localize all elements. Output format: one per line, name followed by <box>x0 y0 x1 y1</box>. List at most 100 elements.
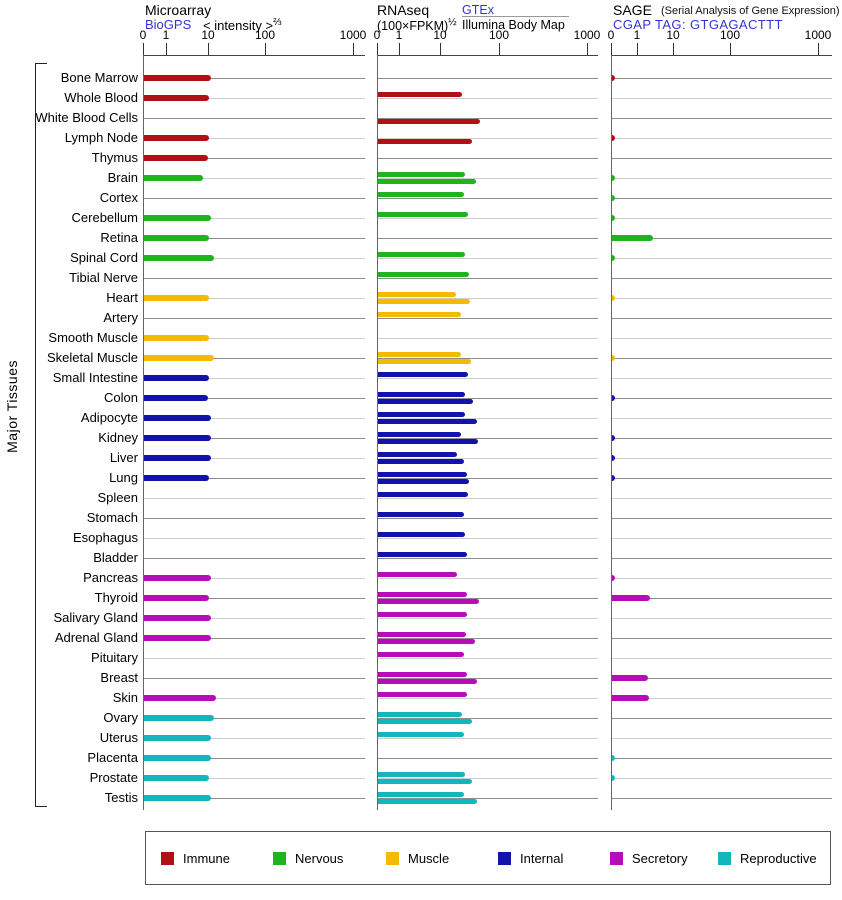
microarray-bar-lymph-node <box>144 135 209 141</box>
rnaseq-bar-gtex-ovary <box>378 712 462 717</box>
rnaseq-bar-illumina-thyroid <box>378 599 479 604</box>
microarray-track-adrenal-gland <box>144 638 365 639</box>
sage-track-lung <box>612 478 832 479</box>
rnaseq-bar-gtex-heart <box>378 292 456 297</box>
rnaseq-panel <box>377 58 598 810</box>
sage-track-bone-marrow <box>612 78 832 79</box>
microarray-track-retina <box>144 238 365 239</box>
tissue-label-esophagus: Esophagus <box>72 530 138 545</box>
microarray-bar-ovary <box>144 715 214 721</box>
rnaseq-track-prostate <box>378 778 598 779</box>
rnaseq-bar-illumina-liver <box>378 459 464 464</box>
rnaseq-bar-illumina-adipocyte <box>378 419 477 424</box>
illumina-body-map-label: Illumina Body Map <box>462 18 565 32</box>
rnaseq-bar-illumina-adrenal-gland <box>378 639 475 644</box>
microarray-bar-skin <box>144 695 216 701</box>
sage-track-whole-blood <box>612 98 832 99</box>
sage-tick-label-0: 0 <box>607 28 615 42</box>
rnaseq-bar-gtex-bladder <box>378 552 467 557</box>
sage-tick-mark-1 <box>637 43 638 55</box>
microarray-bar-salivary-gland <box>144 615 211 621</box>
microarray-track-tibial-nerve <box>144 278 365 279</box>
sage-track-heart <box>612 298 832 299</box>
sage-bar-lymph-node <box>612 135 615 141</box>
microarray-track-liver <box>144 458 365 459</box>
rnaseq-bar-gtex-tibial-nerve <box>378 272 469 277</box>
tissue-label-artery: Artery <box>103 310 138 325</box>
sage-track-brain <box>612 178 832 179</box>
sage-bar-brain <box>612 175 615 181</box>
microarray-y-axis-line <box>143 55 144 810</box>
rnaseq-track-salivary-gland <box>378 618 598 619</box>
rnaseq-track-thymus <box>378 158 598 159</box>
rnaseq-bar-gtex-pancreas <box>378 572 457 577</box>
sage-bar-thyroid <box>612 595 650 601</box>
microarray-bar-liver <box>144 455 211 461</box>
gtex-link[interactable]: GTEx <box>462 3 494 17</box>
sage-bar-cortex <box>612 195 615 201</box>
microarray-bar-skeletal-muscle <box>144 355 214 361</box>
rnaseq-tick-label-1000: 1000 <box>573 28 601 42</box>
tissue-label-skin: Skin <box>112 690 138 705</box>
tissue-label-placenta: Placenta <box>87 750 138 765</box>
rnaseq-bar-gtex-skin <box>378 692 467 697</box>
sage-track-esophagus <box>612 538 832 539</box>
sage-track-lymph-node <box>612 138 832 139</box>
tissue-bracket-bottom-arm <box>35 806 47 807</box>
microarray-track-breast <box>144 678 365 679</box>
microarray-tick-label-100: 100 <box>254 28 276 42</box>
microarray-formula: < intensity >⅔ <box>203 17 282 33</box>
rnaseq-track-uterus <box>378 738 598 739</box>
tissue-label-salivary-gland: Salivary Gland <box>53 610 138 625</box>
sage-track-prostate <box>612 778 832 779</box>
rnaseq-bar-gtex-pituitary <box>378 652 464 657</box>
microarray-track-testis <box>144 798 365 799</box>
tissue-label-pituitary: Pituitary <box>91 650 138 665</box>
sage-tick-mark-10 <box>673 43 674 55</box>
microarray-track-spinal-cord <box>144 258 365 259</box>
microarray-tick-mark-100 <box>265 43 266 55</box>
legend-swatch-muscle <box>386 851 399 865</box>
rnaseq-bar-gtex-stomach <box>378 512 464 517</box>
rnaseq-bar-gtex-liver <box>378 452 457 457</box>
cgap-tag-link[interactable]: CGAP TAG: GTGAGACTTT <box>613 17 783 32</box>
tissue-label-liver: Liver <box>109 450 138 465</box>
rnaseq-tick-label-0: 0 <box>373 28 381 42</box>
microarray-track-brain <box>144 178 365 179</box>
sage-track-spleen <box>612 498 832 499</box>
tissue-label-smooth-muscle: Smooth Muscle <box>48 330 138 345</box>
rnaseq-track-pituitary <box>378 658 598 659</box>
tissue-label-kidney: Kidney <box>98 430 138 445</box>
sage-bar-spinal-cord <box>612 255 615 261</box>
tissue-label-uterus: Uterus <box>99 730 138 745</box>
biogps-link[interactable]: BioGPS <box>145 17 192 32</box>
microarray-bar-lung <box>144 475 209 481</box>
microarray-track-thymus <box>144 158 365 159</box>
sage-bar-cerebellum <box>612 215 615 221</box>
microarray-track-smooth-muscle <box>144 338 365 339</box>
rnaseq-track-pancreas <box>378 578 598 579</box>
rnaseq-track-thyroid <box>378 598 598 599</box>
rnaseq-tick-label-10: 10 <box>433 28 447 42</box>
microarray-track-thyroid <box>144 598 365 599</box>
rnaseq-exponent: ½ <box>448 17 457 28</box>
rnaseq-track-adipocyte <box>378 418 598 419</box>
microarray-track-esophagus <box>144 538 365 539</box>
microarray-track-prostate <box>144 778 365 779</box>
rnaseq-bar-gtex-artery <box>378 312 461 317</box>
rnaseq-bar-illumina-prostate <box>378 779 472 784</box>
rnaseq-track-breast <box>378 678 598 679</box>
rnaseq-bar-gtex-thyroid <box>378 592 467 597</box>
rnaseq-bar-illumina-brain <box>378 179 476 184</box>
sage-y-axis-line <box>611 55 612 810</box>
sage-tick-mark-0 <box>611 43 612 55</box>
sage-bar-liver <box>612 455 615 461</box>
microarray-bar-placenta <box>144 755 211 761</box>
gtex-illumina-divider <box>462 16 569 17</box>
rnaseq-track-placenta <box>378 758 598 759</box>
tissue-labels-column: Bone Marrow Whole Blood White Blood Cells L… <box>0 58 140 810</box>
rnaseq-bar-gtex-uterus <box>378 732 464 737</box>
sage-track-cerebellum <box>612 218 832 219</box>
rnaseq-bar-illumina-lung <box>378 479 469 484</box>
